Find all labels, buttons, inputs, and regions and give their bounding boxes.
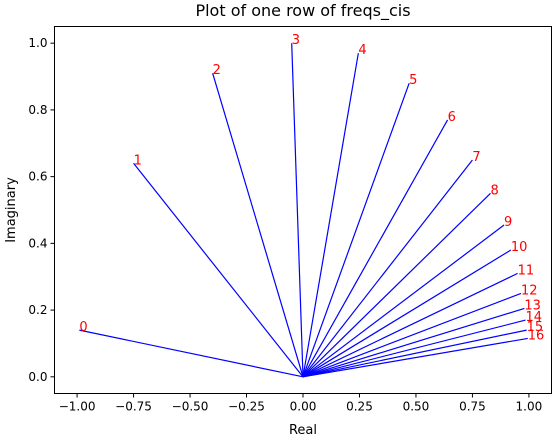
vector-line-3: [291, 43, 304, 377]
vector-line-2: [212, 73, 304, 377]
point-label-15: 15: [527, 320, 544, 335]
y-tick-label: 0.8: [28, 103, 47, 117]
x-tick-label: 0.25: [346, 400, 373, 414]
vector-line-12: [302, 292, 522, 378]
y-tick-label: 1.0: [28, 36, 47, 50]
x-axis-label: Real: [289, 423, 317, 438]
y-axis-ticks: 0.0 0.2 0.4 0.6 0.8 1.0: [28, 36, 55, 384]
point-label-5: 5: [409, 73, 417, 88]
point-label-10: 10: [511, 240, 528, 255]
x-tick-label: −0.75: [115, 400, 152, 414]
point-label-2: 2: [213, 63, 221, 78]
vector-line-16: [302, 337, 528, 378]
vector-line-13: [302, 307, 525, 378]
point-label-6: 6: [448, 110, 456, 125]
point-label-13: 13: [524, 298, 541, 313]
x-tick-label: 0.50: [403, 400, 430, 414]
point-label-4: 4: [358, 43, 366, 58]
point-label-1: 1: [134, 153, 142, 168]
x-tick-label: 1.00: [516, 400, 543, 414]
y-tick-label: 0.0: [28, 370, 47, 384]
vector-line-11: [302, 272, 518, 378]
x-tick-label: 0.00: [290, 400, 317, 414]
point-label-0: 0: [79, 320, 87, 335]
vector-line-9: [302, 224, 505, 378]
y-tick-label: 0.4: [28, 236, 47, 250]
point-label-9: 9: [504, 215, 512, 230]
vector-line-15: [302, 329, 527, 378]
vector-line-5: [302, 83, 410, 378]
point-label-12: 12: [521, 283, 538, 298]
vector-line-6: [302, 119, 449, 378]
y-tick-label: 0.2: [28, 303, 47, 317]
x-tick-label: −0.50: [172, 400, 209, 414]
vector-line-8: [302, 192, 491, 378]
y-axis-label: Imaginary: [4, 177, 19, 243]
point-label-7: 7: [472, 150, 480, 165]
point-label-14: 14: [526, 310, 543, 325]
point-label-11: 11: [518, 263, 535, 278]
vector-line-10: [302, 249, 512, 378]
x-tick-label: −1.00: [59, 400, 96, 414]
point-label-3: 3: [292, 33, 300, 48]
point-label-16: 16: [528, 328, 545, 343]
chart-title: Plot of one row of freqs_cis: [195, 1, 410, 21]
x-tick-label: 0.75: [459, 400, 486, 414]
plot-lines: [79, 43, 528, 378]
y-tick-label: 0.6: [28, 170, 47, 184]
vector-line-14: [302, 319, 526, 378]
point-label-8: 8: [491, 183, 499, 198]
vector-line-7: [302, 159, 473, 378]
vector-line-0: [79, 329, 304, 378]
x-axis-ticks: −1.00 −0.75 −0.50 −0.25 0.00 0.25 0.50 0.75 1.00: [59, 393, 543, 414]
x-tick-label: −0.25: [228, 400, 265, 414]
vector-line-1: [133, 162, 304, 378]
vector-line-4: [302, 53, 359, 377]
